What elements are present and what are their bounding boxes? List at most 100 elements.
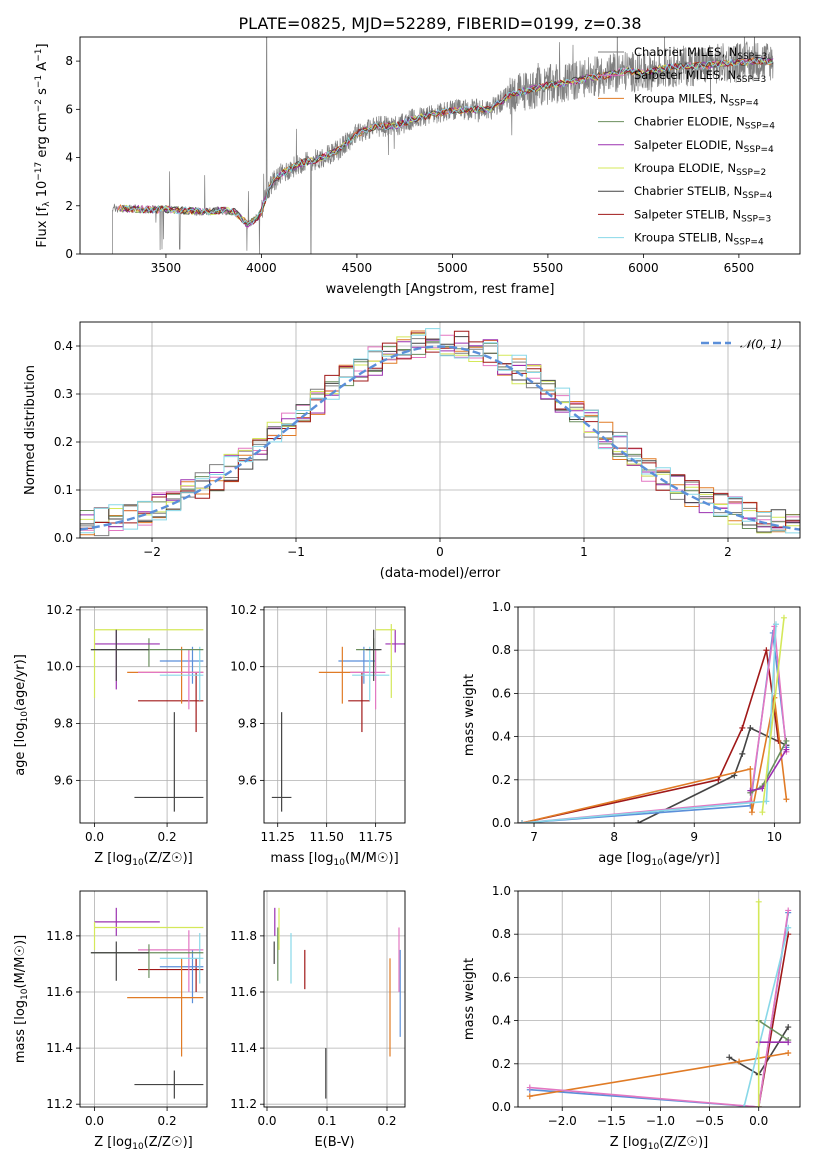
legend-label: Chabrier STELIB, NSSP=4 [634,184,773,201]
error-bar-point [350,649,386,710]
residuals-ylabel: Normed distribution [23,365,38,495]
y-tick-label: 8 [65,54,73,68]
mass-vs-z-xlabel: Z [log10(Z/Z☉)] [94,1135,192,1152]
weight-marker [755,898,762,905]
error-bar-point [138,958,204,992]
x-tick-label: 4500 [342,261,373,275]
weight-marker [772,621,779,628]
weight-marker [785,1024,792,1031]
x-tick-label: 11.25 [261,830,295,844]
weight-line [529,912,789,1107]
error-bar-point [127,958,204,1057]
x-tick-label: 1 [580,545,588,559]
error-bar-point [134,1070,204,1099]
weight-marker [763,798,770,805]
error-bar-point [375,624,396,698]
y-tick-label: 11.2 [46,1097,73,1111]
legend-label: Chabrier ELODIE, NSSP=4 [634,115,775,132]
weight-line [758,1019,789,1041]
legend-label: Kroupa ELODIE, NSSP=2 [634,161,766,178]
x-tick-label: −1 [287,545,305,559]
mass-vs-z-axes: 0.0 0.2 11.2 11.4 11.6 11.8 [46,891,207,1128]
weight-line [529,1052,789,1097]
weight-marker [747,787,754,794]
spectrum-title: PLATE=0825, MJD=52289, FIBERID=0199, z=0… [238,14,641,33]
x-tick-label: 5000 [437,261,468,275]
y-tick-label: 4 [65,151,73,165]
weight-vs-age-ylabel: mass weight [462,674,477,756]
y-tick-label: 0 [65,247,73,261]
error-bar-point [90,941,149,981]
x-tick-label: 0.0 [749,1114,768,1128]
weight-vs-z-frame [517,890,801,1108]
age-vs-z-frame [79,606,208,824]
weight-marker [635,820,642,823]
weight-marker [739,750,746,757]
weight-vs-age-axes: 7 8 9 10 0.0 0.2 0.4 0.6 0.8 1.0 [492,600,800,844]
y-tick-label: 9.6 [238,773,257,787]
y-tick-label: 9.8 [54,717,73,731]
y-tick-label: 0.6 [492,970,511,984]
error-bar-point [352,646,390,701]
weight-vs-z-axes: −2.0 −1.5 −1.0 −0.5 0.0 0.0 0.2 0.4 0.6 0.8 1.0 [492,884,800,1128]
residuals-axes: −2 −1 0 1 2 0.0 0.1 0.2 0.3 0.4 [54,322,800,559]
x-tick-label: −0.5 [695,1114,724,1128]
y-tick-label: 11.6 [46,985,73,999]
spectrum-model-line [122,56,772,225]
error-bar-point [271,712,292,812]
weight-line [529,910,789,1107]
y-tick-label: 10.2 [46,603,73,617]
spectrum-axes: 3500 4000 4500 5000 5500 6000 6500 0 2 4 6 8 [65,54,754,275]
gaussian-curve [79,345,801,531]
weight-marker [785,924,792,931]
weight-marker [775,737,782,744]
weight-marker [740,1104,747,1107]
weight-line [521,697,788,823]
y-tick-label: 0.4 [492,1014,511,1028]
x-tick-label: 0 [436,545,444,559]
error-bar-point [94,907,160,936]
x-tick-label: 7 [530,830,538,844]
y-tick-label: 0.8 [492,927,511,941]
age-vs-z-xlabel: Z [log10(Z/Z☉)] [94,851,192,868]
x-tick-label: 6500 [724,261,755,275]
error-bar-point [90,629,149,681]
x-tick-label: 0.2 [158,1114,177,1128]
weight-marker [747,724,754,731]
residuals-frame [79,321,801,539]
y-tick-label: 0.0 [492,816,511,830]
x-tick-label: −1.5 [597,1114,626,1128]
legend-label: Kroupa STELIB, NSSP=4 [634,231,764,248]
residuals-xlabel: (data-model)/error [380,566,501,581]
y-tick-label: 6 [65,102,73,116]
weight-marker [785,1039,792,1046]
legend-label: Salpeter MILES, NSSP=3 [634,68,766,85]
error-bar-point [93,921,204,950]
x-tick-label: 0.2 [158,830,177,844]
y-tick-label: 0.6 [492,686,511,700]
error-bar-point [348,672,370,733]
weight-marker [526,1084,533,1091]
error-bar-point [93,629,204,698]
legend-label: Salpeter ELODIE, NSSP=4 [634,138,774,155]
weight-marker [747,766,754,772]
y-tick-label: 2 [65,199,73,213]
error-bar-point [138,930,204,992]
age-vs-mass-axes: 11.25 11.50 11.75 9.6 9.8 10.0 10.2 [230,603,405,844]
y-tick-label: 1.0 [492,884,511,898]
x-tick-label: 0.0 [85,1114,104,1128]
age-vs-z-ylabel: age [log10(age/yr)] [13,654,30,776]
y-tick-label: 0.0 [492,1100,511,1114]
y-tick-label: 0.2 [492,1057,511,1071]
spectrum-model-line [123,56,773,226]
weight-marker [739,724,746,731]
spectrum-model-line [120,57,773,224]
weight-vs-age-frame [517,606,801,824]
y-tick-label: 9.8 [238,717,257,731]
error-bar-point [159,933,204,984]
y-tick-label: 0.4 [54,339,73,353]
error-bar-point [365,629,382,681]
error-bar-point [159,646,204,701]
y-tick-label: 11.8 [46,929,73,943]
